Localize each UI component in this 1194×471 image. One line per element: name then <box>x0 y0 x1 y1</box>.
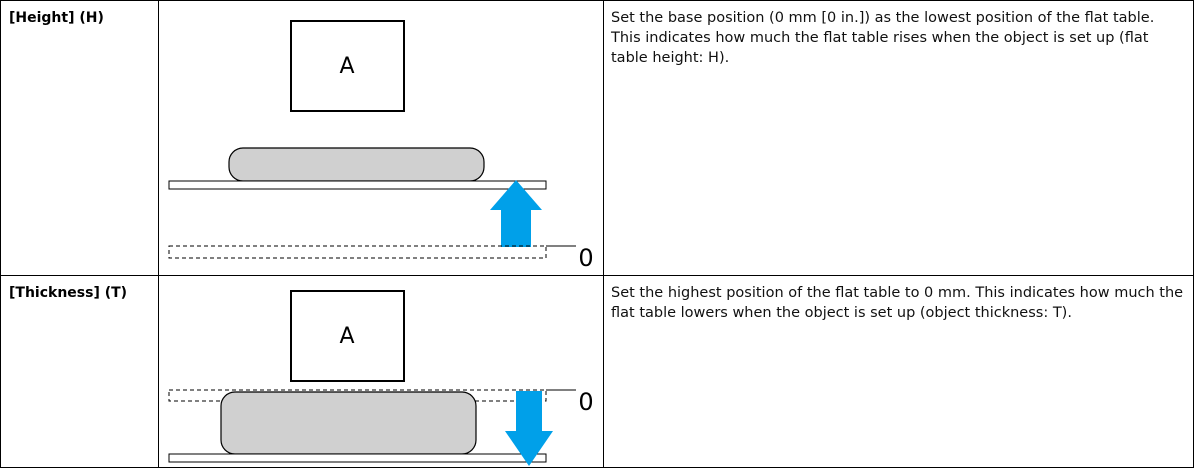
description: Set the highest position of the flat tab… <box>603 275 1194 468</box>
diagram-cell: A 0 <box>158 0 604 276</box>
zero-label: 0 <box>578 388 593 416</box>
flat-table <box>168 453 547 463</box>
object <box>228 147 485 182</box>
arrow-up <box>490 180 542 247</box>
object-box <box>290 20 405 112</box>
row-label: [Thickness] (T) <box>0 275 159 468</box>
object-box <box>290 290 405 382</box>
description: Set the base position (0 mm [0 in.]) as … <box>603 0 1194 276</box>
row-label: [Height] (H) <box>0 0 159 276</box>
box-label: A <box>339 54 354 79</box>
diagram: A 0 <box>168 290 594 466</box>
diagram-cell: A 0 <box>158 275 604 468</box>
object <box>220 391 477 455</box>
base-position <box>168 245 547 259</box>
diagram: A 0 <box>168 20 594 272</box>
flat-table <box>168 180 547 190</box>
box-label: A <box>339 324 354 349</box>
arrow-down <box>505 391 553 466</box>
zero-label: 0 <box>578 244 593 272</box>
